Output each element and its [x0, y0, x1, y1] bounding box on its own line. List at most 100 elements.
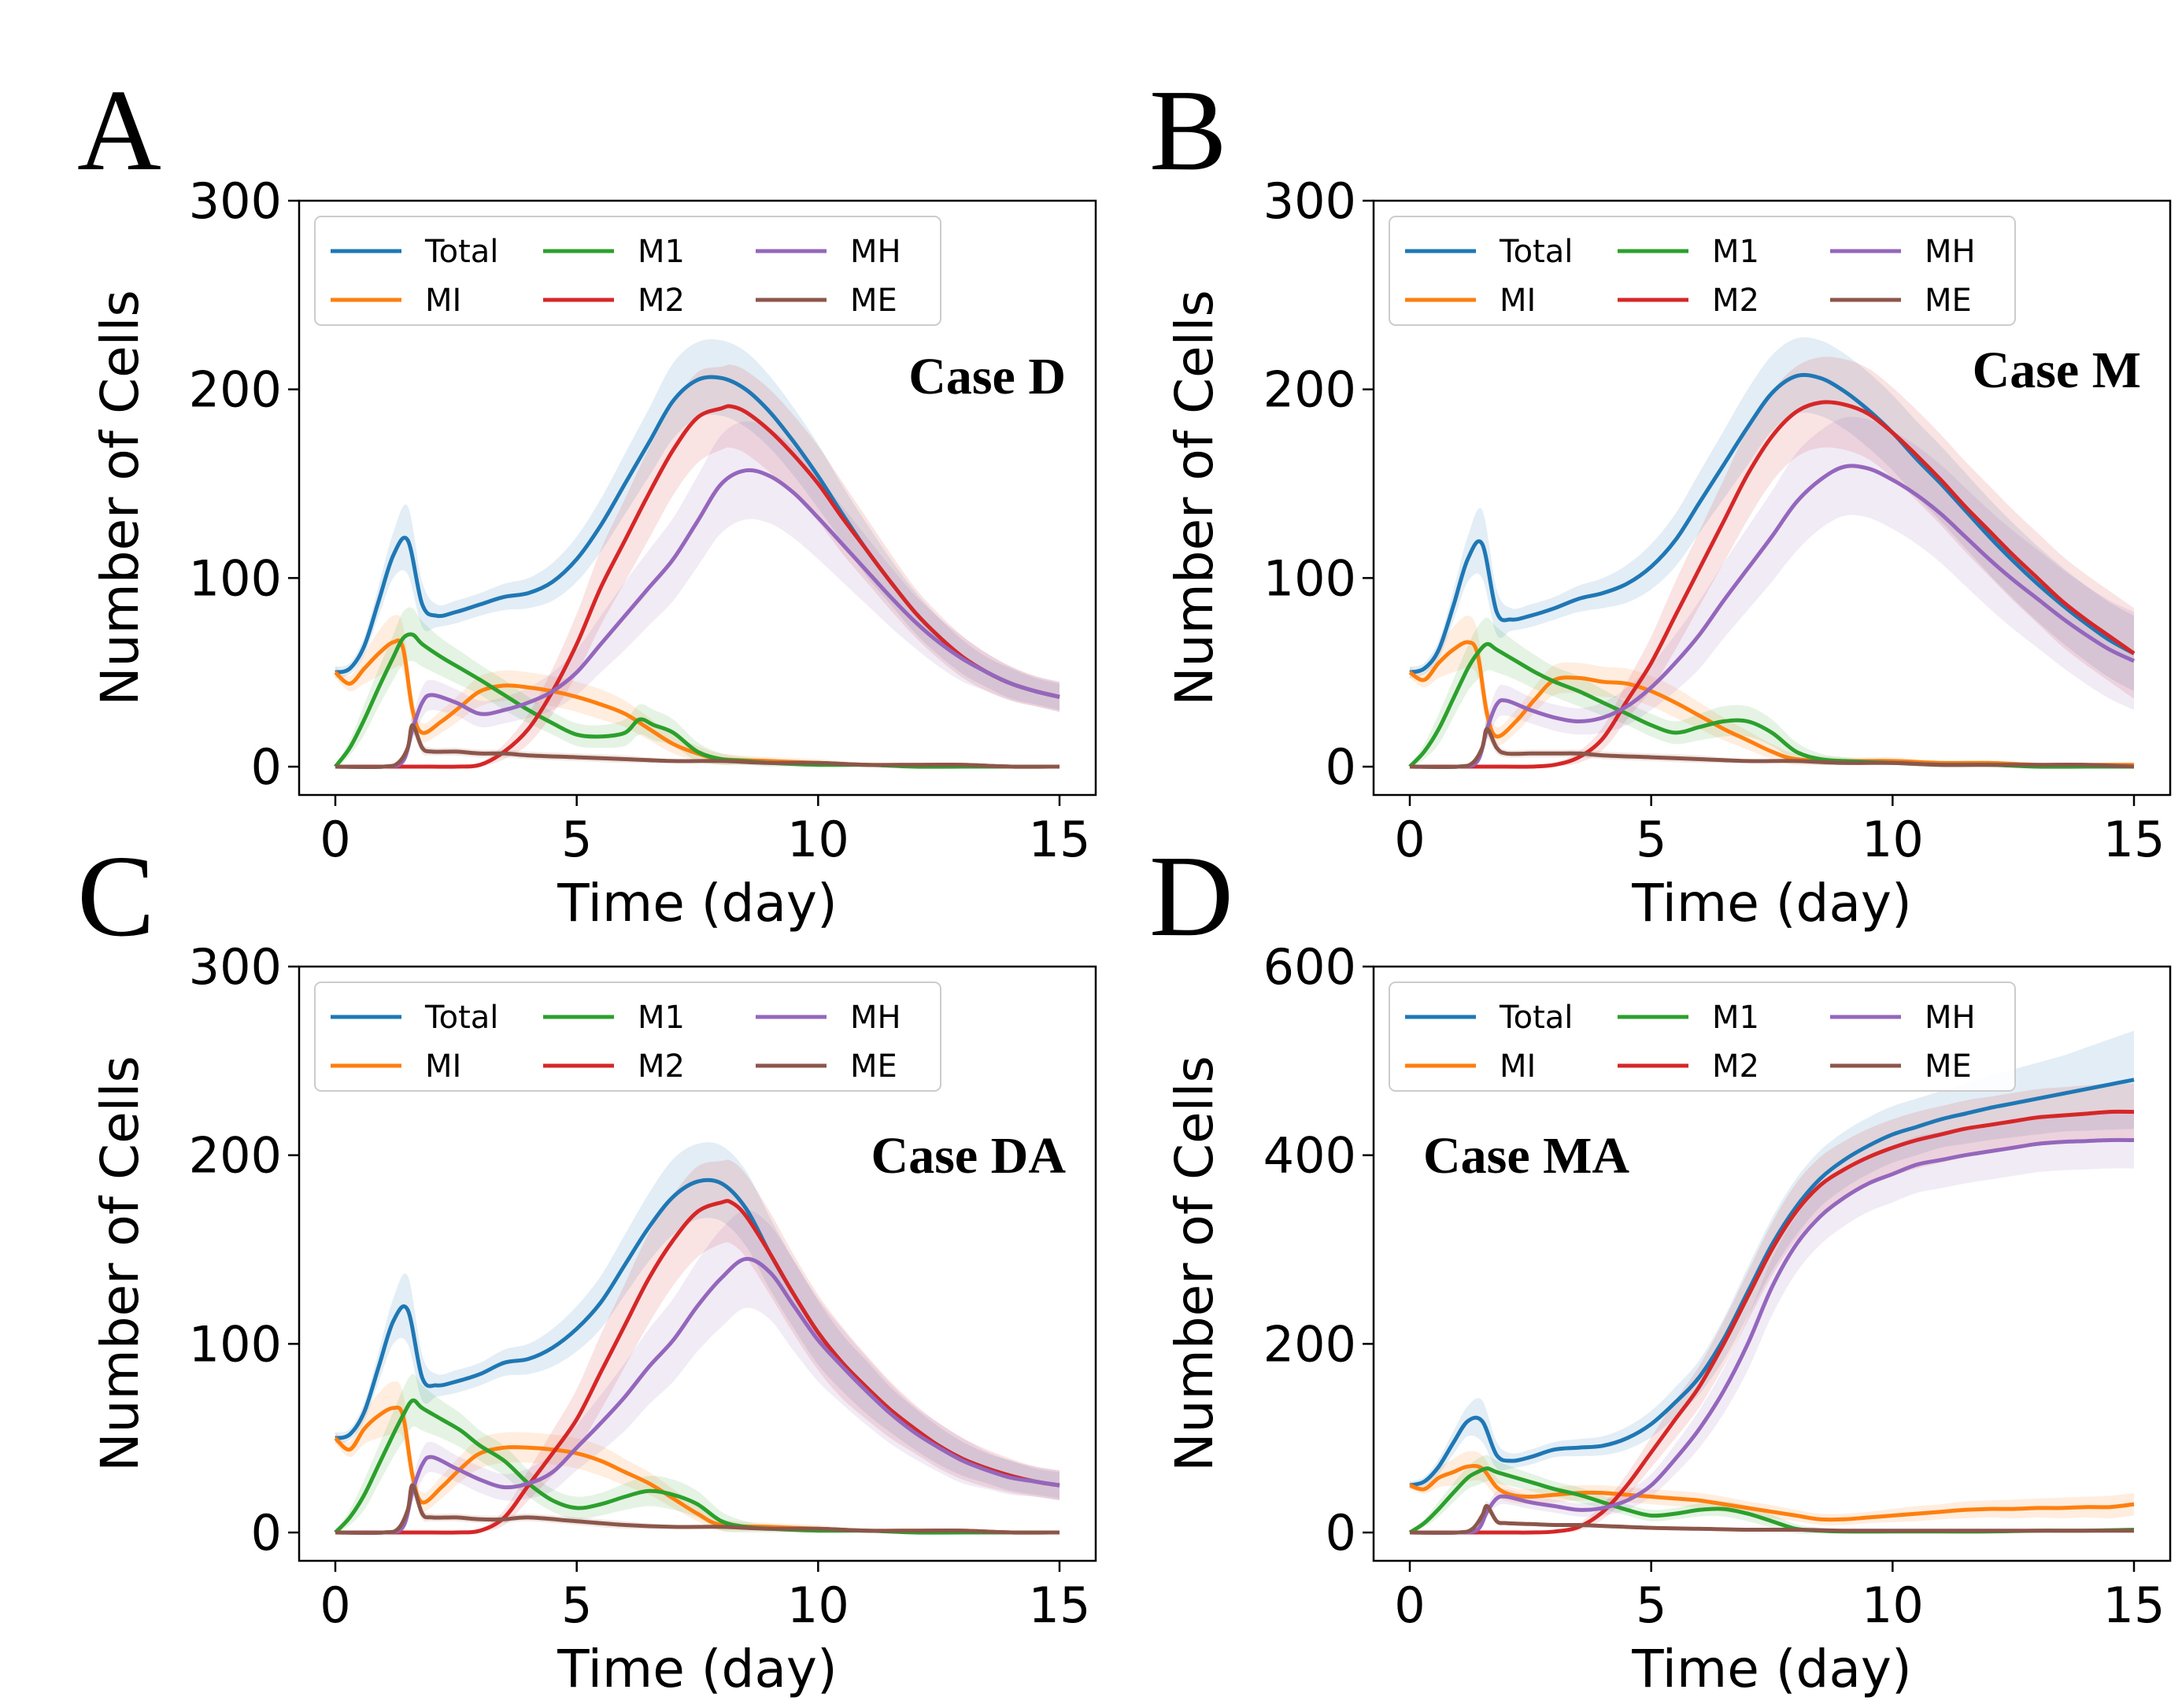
y-tick-label: 100 [189, 1315, 282, 1373]
legend-label-me: ME [1925, 1048, 1972, 1085]
legend-label-m1: M1 [1712, 1000, 1759, 1036]
y-tick-label: 0 [1326, 738, 1356, 796]
x-axis-label: Time (day) [1631, 873, 1911, 933]
chart-panel-a: A 0 5 10 15 0 100 200 300 Time (day) Number of Cel… [77, 66, 1097, 933]
x-tick-label: 15 [1029, 1577, 1091, 1634]
axes-frame [298, 965, 1097, 1562]
series-line-me [335, 723, 1060, 769]
legend-label-me: ME [850, 1048, 897, 1085]
x-axis-label: Time (day) [557, 873, 837, 933]
x-tick-label: 5 [1636, 1577, 1666, 1634]
legend-label-total: Total [1499, 234, 1573, 270]
y-tick-label: 200 [1263, 361, 1356, 419]
legend-label-mi: MI [425, 283, 461, 319]
series-line-mi [1409, 1463, 2135, 1522]
y-tick-label: 300 [1263, 172, 1356, 230]
chart-panel-c: C 0 5 10 15 0 100 200 300 Time (day) Number of Cel… [77, 832, 1097, 1699]
x-tick-label: 15 [2103, 811, 2165, 868]
series-line-m2 [335, 404, 1060, 769]
panel-letter: C [77, 832, 155, 961]
y-tick-label: 200 [189, 361, 282, 419]
y-tick-label: 300 [189, 938, 282, 996]
y-tick-label: 300 [189, 172, 282, 230]
x-tick-label: 15 [1029, 811, 1091, 868]
series-line-total [1409, 1078, 2135, 1488]
y-axis-label: Number of Cells [90, 1055, 150, 1471]
case-annotation: Case MA [1423, 1127, 1629, 1185]
series-line-total [1409, 372, 2136, 675]
legend-label-mh: MH [850, 234, 901, 270]
confidence-band-m1 [1410, 617, 2134, 769]
legend-label-me: ME [1925, 283, 1972, 319]
series-line-m2 [1409, 400, 2136, 769]
confidence-band-m2 [335, 1159, 1060, 1533]
legend-label-m2: M2 [638, 283, 685, 319]
case-annotation: Case M [1973, 342, 2141, 399]
series-line-mh [1409, 1137, 2135, 1535]
legend-box [1389, 982, 2016, 1092]
legend-label-mh: MH [1925, 234, 1976, 270]
x-tick-label: 5 [561, 1577, 592, 1634]
confidence-band-total [335, 1142, 1060, 1499]
y-axis-label: Number of Cells [1164, 1055, 1225, 1471]
y-tick-label: 100 [189, 549, 282, 607]
legend-label-m1: M1 [1712, 234, 1759, 270]
legend-label-mh: MH [850, 1000, 901, 1036]
legend-label-m2: M2 [1712, 283, 1759, 319]
legend-box [314, 216, 941, 326]
x-tick-label: 0 [320, 811, 350, 868]
confidence-band-total [1410, 337, 2134, 692]
legend-label-m2: M2 [1712, 1048, 1759, 1085]
chart-panel-b: B 0 5 10 15 0 100 200 300 Time (day) Number of Cel… [1149, 66, 2172, 933]
panel-letter: D [1149, 832, 1233, 961]
y-tick-label: 600 [1263, 938, 1356, 996]
confidence-band-mh [1410, 416, 2134, 767]
x-tick-label: 0 [320, 1577, 350, 1634]
axes-frame [1372, 199, 2172, 797]
y-tick-label: 0 [1326, 1504, 1356, 1562]
legend: Total MI M1 M2 MH ME [1389, 982, 2016, 1092]
panel-letter: B [1149, 66, 1227, 195]
confidence-band-mh [335, 421, 1060, 767]
axes-frame [298, 199, 1097, 797]
legend-label-mh: MH [1925, 1000, 1976, 1036]
x-tick-label: 0 [1394, 1577, 1425, 1634]
chart-panel-d: D 0 5 10 15 0 200 400 600 Time (day) Number of Cel… [1149, 832, 2172, 1699]
x-axis-label: Time (day) [1631, 1639, 1911, 1699]
legend-label-mi: MI [425, 1048, 461, 1085]
confidence-band-m1 [335, 607, 1060, 769]
confidence-band-mh [1410, 1111, 2134, 1533]
legend-label-total: Total [424, 234, 498, 270]
y-tick-label: 100 [1263, 549, 1356, 607]
panel-letter: A [77, 66, 161, 195]
series-line-me [1409, 1503, 2134, 1535]
legend-label-total: Total [1499, 1000, 1573, 1036]
x-tick-label: 15 [2103, 1577, 2165, 1634]
legend-label-mi: MI [1500, 283, 1536, 319]
series-line-mh [1409, 464, 2136, 770]
y-axis-label: Number of Cells [1164, 290, 1225, 705]
confidence-band-mi [335, 1381, 1060, 1535]
y-tick-label: 400 [1263, 1127, 1356, 1185]
plot-area [1408, 1030, 2135, 1535]
case-annotation: Case D [908, 348, 1066, 405]
y-tick-label: 200 [189, 1127, 282, 1185]
series-line-me [335, 1483, 1060, 1535]
y-axis-label: Number of Cells [90, 290, 150, 705]
y-tick-label: 0 [251, 738, 282, 796]
series-line-mh [335, 468, 1060, 770]
legend-label-m1: M1 [638, 1000, 685, 1036]
x-tick-label: 5 [561, 811, 592, 868]
confidence-band-m2 [1410, 1083, 2134, 1533]
x-tick-label: 10 [1862, 811, 1924, 868]
legend-label-total: Total [424, 1000, 498, 1036]
legend-box [1389, 216, 2016, 326]
legend-label-m1: M1 [638, 234, 685, 270]
x-tick-label: 10 [787, 811, 849, 868]
confidence-band-mh [335, 1210, 1060, 1534]
confidence-band-m2 [335, 364, 1060, 767]
series-line-me [1409, 726, 2135, 769]
x-tick-label: 10 [787, 1577, 849, 1634]
legend: Total MI M1 M2 MH ME [1389, 216, 2016, 326]
